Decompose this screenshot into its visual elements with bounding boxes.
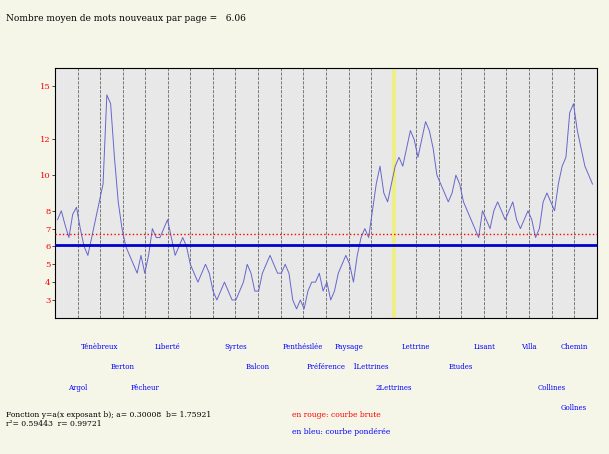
Text: Argol: Argol — [68, 384, 87, 392]
Text: Chemin: Chemin — [560, 343, 588, 351]
Text: en rouge: courbe brute: en rouge: courbe brute — [292, 411, 381, 419]
Text: Balcon: Balcon — [246, 363, 270, 371]
Text: Lisant: Lisant — [473, 343, 495, 351]
Text: Ténèbreux: Ténèbreux — [81, 343, 119, 351]
Text: Etudes: Etudes — [449, 363, 474, 371]
Text: Lettrine: Lettrine — [402, 343, 431, 351]
Text: Collines: Collines — [538, 384, 566, 392]
Text: Gollnes: Gollnes — [561, 404, 587, 412]
Text: Fonction y=a(x exposant b); a= 0.30008  b= 1.75921
r²= 0.59443  r= 0.99721: Fonction y=a(x exposant b); a= 0.30008 b… — [6, 411, 211, 428]
Text: en bleu: courbe pondérée: en bleu: courbe pondérée — [292, 428, 391, 436]
Text: Nombre moyen de mots nouveaux par page =   6.06: Nombre moyen de mots nouveaux par page =… — [6, 14, 246, 23]
Text: 2Lettrines: 2Lettrines — [375, 384, 412, 392]
Text: Paysage: Paysage — [334, 343, 363, 351]
Text: Préférence: Préférence — [306, 363, 345, 371]
Text: Liberté: Liberté — [155, 343, 180, 351]
Text: Penthésilée: Penthésilée — [283, 343, 323, 351]
Text: Pêcheur: Pêcheur — [131, 384, 160, 392]
Text: 1Lettrines: 1Lettrines — [353, 363, 389, 371]
Text: Villa: Villa — [521, 343, 537, 351]
Text: Berton: Berton — [111, 363, 135, 371]
Text: Syrtes: Syrtes — [224, 343, 247, 351]
